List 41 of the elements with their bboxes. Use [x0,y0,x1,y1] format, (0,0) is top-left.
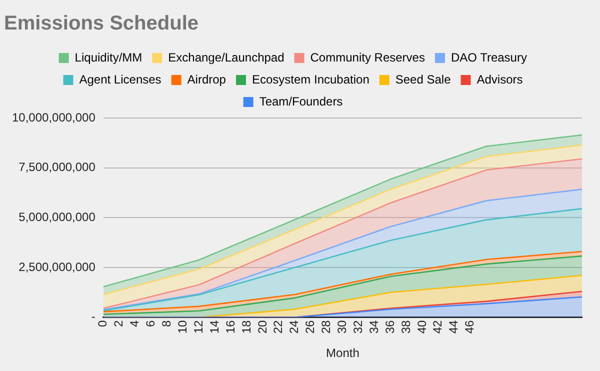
chart-title: Emissions Schedule [4,12,199,35]
x-tick-label: 42 [430,320,445,334]
legend-label: Seed Sale [395,72,452,86]
x-tick-label: 40 [414,320,429,334]
y-tick-label: 7,500,000,000 [18,160,96,174]
x-tick-label: 30 [335,320,350,334]
legend-label: Team/Founders [259,94,343,108]
x-tick-label: 26 [303,320,318,334]
legend-label: Ecosystem Incubation [252,72,370,86]
x-tick-label: 16 [223,320,238,334]
x-tick-label: 38 [398,320,413,334]
x-tick-label: 4 [128,320,142,327]
x-tick-label: 2 [112,320,126,327]
x-tick-label: 6 [144,320,158,327]
x-tick-label: 24 [287,320,302,334]
x-tick-label: 46 [462,320,477,334]
x-tick-label: 20 [255,320,270,334]
x-tick-label: 44 [446,320,461,334]
x-tick-label: 0 [96,320,110,327]
x-tick-label: 12 [191,320,206,334]
x-axis-title: Month [326,346,360,360]
y-tick-label: 5,000,000,000 [18,210,96,224]
y-tick-label: - [91,310,96,324]
legend-label: DAO Treasury [450,50,527,64]
x-tick-label: 36 [382,320,397,334]
y-tick-label: 2,500,000,000 [18,260,96,274]
legend-label: Airdrop [187,72,226,86]
x-tick-label: 22 [271,320,286,334]
y-tick-label: 10,000,000,000 [12,110,96,124]
x-tick-label: 14 [207,320,222,334]
legend-label: Advisors [476,72,523,86]
x-tick-label: 18 [239,320,254,334]
x-tick-label: 8 [160,320,174,327]
x-tick-label: 34 [366,320,381,334]
legend-label: Community Reserves [310,50,425,64]
x-tick-label: 32 [350,320,365,334]
legend-label: Liquidity/MM [74,50,142,64]
x-tick-label: 28 [319,320,334,334]
legend-label: Agent Licenses [79,72,162,86]
x-tick-label: 10 [175,320,190,334]
legend-label: Exchange/Launchpad [168,50,284,64]
